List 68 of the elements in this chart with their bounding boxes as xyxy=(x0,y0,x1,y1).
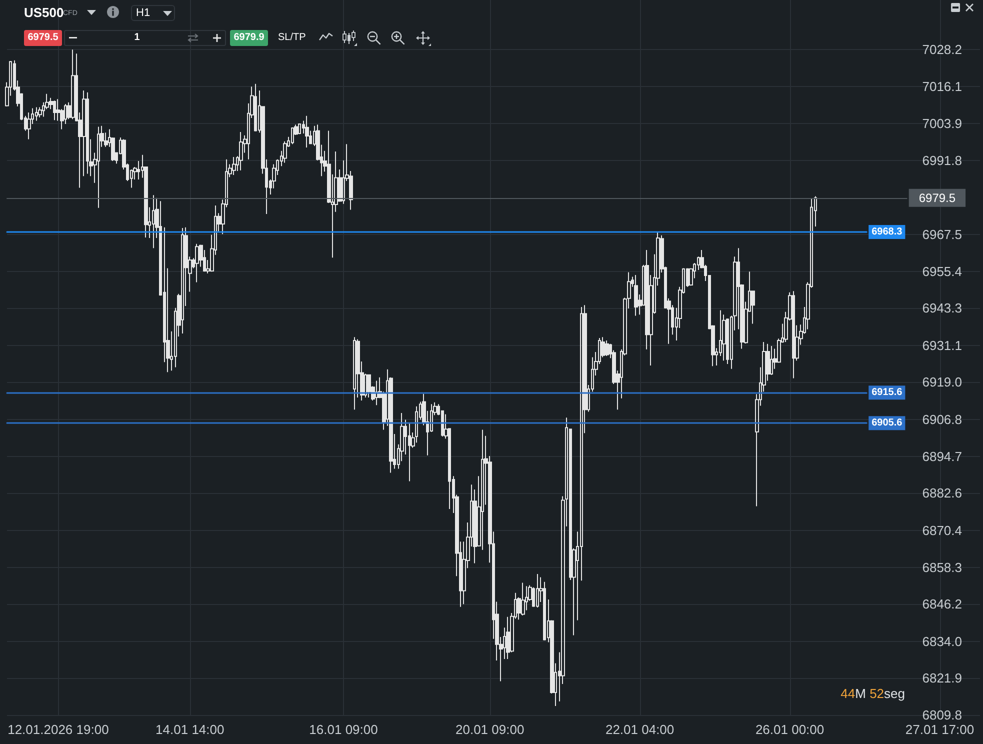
candlestick xyxy=(53,100,56,121)
candlestick xyxy=(521,582,525,616)
y-tick-label: 6943.3 xyxy=(922,300,962,316)
annotation: 6979.9 xyxy=(230,30,268,46)
x-tick-label: 22.01 04:00 xyxy=(605,722,674,737)
candlestick xyxy=(305,115,309,148)
candlestick xyxy=(203,249,206,272)
candlestick xyxy=(506,616,510,660)
x-tick-label: 12.01.2026 19:00 xyxy=(8,722,109,737)
ref-line-label: 6915.6 xyxy=(872,387,903,398)
candlestick xyxy=(239,131,243,171)
chart-title: US500 xyxy=(24,5,64,21)
candlestick xyxy=(254,83,257,132)
candlestick xyxy=(195,243,199,283)
candlestick xyxy=(375,380,378,406)
annotation: 1 xyxy=(133,31,141,45)
candlestick xyxy=(536,573,539,608)
ref-line-label: 6968.3 xyxy=(872,226,903,238)
candlestick xyxy=(353,336,356,410)
annotation: SL/TP xyxy=(278,31,306,45)
candlestick xyxy=(291,126,294,145)
x-tick-label: 20.01 09:00 xyxy=(456,722,524,737)
ref-line-label: 6979.5 xyxy=(918,190,956,205)
y-tick-label: 7016.1 xyxy=(922,78,962,94)
y-tick-label: 6906.8 xyxy=(922,412,962,427)
ref-line-label: 6905.6 xyxy=(872,418,903,429)
candlestick xyxy=(86,92,89,174)
candlestick xyxy=(152,194,155,249)
candlestick xyxy=(722,314,726,362)
x-tick-label: 14.01 14:00 xyxy=(156,722,224,737)
y-tick-label: 6882.6 xyxy=(922,486,962,501)
candlestick xyxy=(298,122,301,135)
y-tick-label: 6894.7 xyxy=(922,448,962,464)
candlestick xyxy=(71,49,75,120)
y-tick-label: 6834.0 xyxy=(922,634,962,649)
y-tick-label: 6955.4 xyxy=(922,264,962,279)
y-tick-label: 6858.3 xyxy=(922,560,962,575)
annotation: 44M 52seg xyxy=(840,686,905,701)
y-tick-label: 6809.8 xyxy=(922,708,962,723)
y-tick-label: 6821.9 xyxy=(922,670,962,686)
y-tick-label: 6931.1 xyxy=(922,338,962,353)
x-tick-label: 16.01 09:00 xyxy=(309,722,378,737)
candlestick xyxy=(64,103,67,125)
candlestick xyxy=(543,581,546,641)
y-tick-label: 6870.4 xyxy=(922,522,962,538)
candlestick xyxy=(232,156,236,176)
candlestick xyxy=(38,106,42,118)
candlestick xyxy=(792,290,795,379)
candlestick xyxy=(605,340,609,357)
y-tick-label: 7003.9 xyxy=(922,116,962,131)
annotation: H1 xyxy=(136,6,150,20)
candlestick xyxy=(35,106,38,122)
candlestick xyxy=(27,112,31,140)
y-tick-label: 6919.0 xyxy=(922,374,962,390)
candlestick xyxy=(367,374,371,398)
y-tick-label: 6991.8 xyxy=(922,152,962,168)
x-tick-label: 27.01 17:00 xyxy=(905,722,974,737)
candlestick xyxy=(181,228,184,334)
x-tick-label: 26.01 00:00 xyxy=(755,722,824,737)
candlestick xyxy=(408,422,411,482)
y-tick-label: 7028.2 xyxy=(922,42,962,57)
candlestick xyxy=(283,140,287,164)
candlestick xyxy=(481,429,484,550)
y-tick-label: 6846.2 xyxy=(922,596,962,612)
y-tick-label: 6967.5 xyxy=(922,226,962,242)
annotation: 6979.5 xyxy=(24,30,62,46)
candlestick xyxy=(634,274,638,316)
candlestick xyxy=(97,126,100,208)
